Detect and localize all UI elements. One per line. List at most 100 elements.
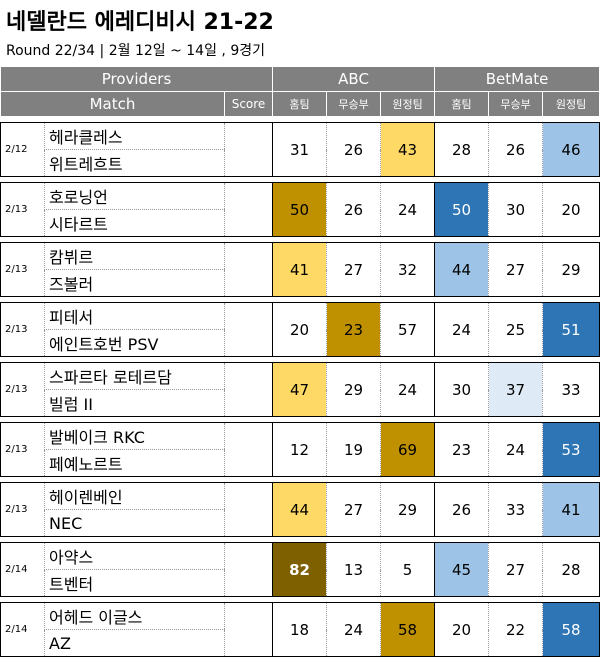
- betmate-draw-value: 33: [488, 482, 543, 537]
- providers-header: Providers: [0, 66, 274, 92]
- match-score: [223, 602, 273, 657]
- abc-draw-header: 무승부: [326, 91, 382, 117]
- abc-home-value: 41: [272, 242, 327, 297]
- betmate-draw-value: 37: [488, 362, 543, 417]
- home-team: 호로닝언: [44, 182, 225, 210]
- match-row-away: 트벤터: [1, 569, 600, 597]
- match-score: [223, 242, 273, 297]
- abc-home-value: 47: [272, 362, 327, 417]
- betmate-draw-value: 24: [488, 422, 543, 477]
- match-score: [223, 542, 273, 597]
- abc-away-value: 5: [380, 542, 435, 597]
- betmate-away-value: 41: [542, 482, 600, 537]
- betmate-home-value: 26: [434, 482, 489, 537]
- match-row-away: 즈볼러: [1, 269, 600, 297]
- abc-draw-value: 27: [326, 482, 381, 537]
- home-team: 어헤드 이글스: [44, 602, 225, 630]
- away-team: AZ: [44, 629, 225, 657]
- match-row: 2/13 피테서 20 23 57 24 25 51: [0, 302, 600, 357]
- away-team: NEC: [44, 509, 225, 537]
- match-row-away: 위트레흐트: [1, 149, 600, 177]
- match-row-away: 빌럼 II: [1, 389, 600, 417]
- abc-home-value: 44: [272, 482, 327, 537]
- abc-away-value: 69: [380, 422, 435, 477]
- away-team: 빌럼 II: [44, 389, 225, 417]
- match-date: 2/13: [0, 422, 45, 477]
- match-score: [223, 422, 273, 477]
- home-team: 캄뷔르: [44, 242, 225, 270]
- betmate-home-value: 50: [434, 182, 489, 237]
- betmate-home-value: 30: [434, 362, 489, 417]
- betmate-draw-value: 30: [488, 182, 543, 237]
- away-team: 즈볼러: [44, 269, 225, 297]
- match-row: 2/14 어헤드 이글스 18 24 58 20 22 58: [0, 602, 600, 657]
- abc-away-value: 57: [380, 302, 435, 357]
- abc-away-value: 24: [380, 182, 435, 237]
- match-date: 2/13: [0, 302, 45, 357]
- page-subtitle: Round 22/34 | 2월 12일 ~ 14일 , 9경기: [6, 43, 265, 59]
- abc-draw-value: 23: [326, 302, 381, 357]
- match-date: 2/14: [0, 602, 45, 657]
- abc-home-value: 31: [272, 122, 327, 177]
- match-score: [223, 482, 273, 537]
- abc-draw-value: 27: [326, 242, 381, 297]
- home-team: 스파르타 로테르담: [44, 362, 225, 390]
- abc-draw-value: 19: [326, 422, 381, 477]
- page-title: 네델란드 에레디비시 21-22: [6, 10, 274, 35]
- abc-home-value: 18: [272, 602, 327, 657]
- betmate-home-value: 20: [434, 602, 489, 657]
- betmate-away-value: 33: [542, 362, 600, 417]
- match-score: [223, 362, 273, 417]
- betmate-draw-value: 22: [488, 602, 543, 657]
- betmate-draw-value: 27: [488, 242, 543, 297]
- match-date: 2/13: [0, 242, 45, 297]
- betmate-away-value: 58: [542, 602, 600, 657]
- abc-home-header: 홈팀: [272, 91, 328, 117]
- provider-abc-header: ABC: [272, 66, 436, 92]
- betmate-away-header: 원정팀: [542, 91, 600, 117]
- betmate-away-value: 29: [542, 242, 600, 297]
- abc-away-value: 43: [380, 122, 435, 177]
- abc-draw-value: 13: [326, 542, 381, 597]
- abc-draw-value: 24: [326, 602, 381, 657]
- home-team: 헤이렌베인: [44, 482, 225, 510]
- betmate-away-value: 46: [542, 122, 600, 177]
- betmate-home-value: 23: [434, 422, 489, 477]
- match-row: 2/13 발베이크 RKC 12 19 69 23 24 53: [0, 422, 600, 477]
- match-date: 2/13: [0, 362, 45, 417]
- match-row-away: 시타르트: [1, 209, 600, 237]
- abc-draw-value: 29: [326, 362, 381, 417]
- home-team: 발베이크 RKC: [44, 422, 225, 450]
- away-team: 시타르트: [44, 209, 225, 237]
- home-team: 아약스: [44, 542, 225, 570]
- match-row: 2/12 헤라클레스 31 26 43 28 26 46: [0, 122, 600, 177]
- match-date: 2/12: [0, 122, 45, 177]
- match-date: 2/13: [0, 482, 45, 537]
- match-header: Match: [0, 91, 225, 117]
- match-date: 2/13: [0, 182, 45, 237]
- betmate-away-value: 20: [542, 182, 600, 237]
- match-row: 2/13 헤이렌베인 44 27 29 26 33 41: [0, 482, 600, 537]
- home-team: 헤라클레스: [44, 122, 225, 150]
- abc-away-value: 58: [380, 602, 435, 657]
- match-score: [223, 302, 273, 357]
- betmate-draw-value: 27: [488, 542, 543, 597]
- abc-draw-value: 26: [326, 182, 381, 237]
- match-row-away: NEC: [1, 509, 600, 537]
- away-team: 페예노르트: [44, 449, 225, 477]
- odds-table: Providers ABC BetMate Match Score 홈팀 무승부…: [0, 66, 600, 657]
- abc-draw-value: 26: [326, 122, 381, 177]
- betmate-home-header: 홈팀: [434, 91, 490, 117]
- match-row: 2/13 스파르타 로테르담 47 29 24 30 37 33: [0, 362, 600, 417]
- match-row-away: 페예노르트: [1, 449, 600, 477]
- match-row: 2/13 캄뷔르 41 27 32 44 27 29: [0, 242, 600, 297]
- betmate-away-value: 53: [542, 422, 600, 477]
- away-team: 위트레흐트: [44, 149, 225, 177]
- abc-away-value: 24: [380, 362, 435, 417]
- provider-betmate-header: BetMate: [434, 66, 600, 92]
- match-score: [223, 182, 273, 237]
- score-header: Score: [223, 91, 274, 117]
- abc-home-value: 50: [272, 182, 327, 237]
- abc-home-value: 12: [272, 422, 327, 477]
- betmate-draw-header: 무승부: [488, 91, 544, 117]
